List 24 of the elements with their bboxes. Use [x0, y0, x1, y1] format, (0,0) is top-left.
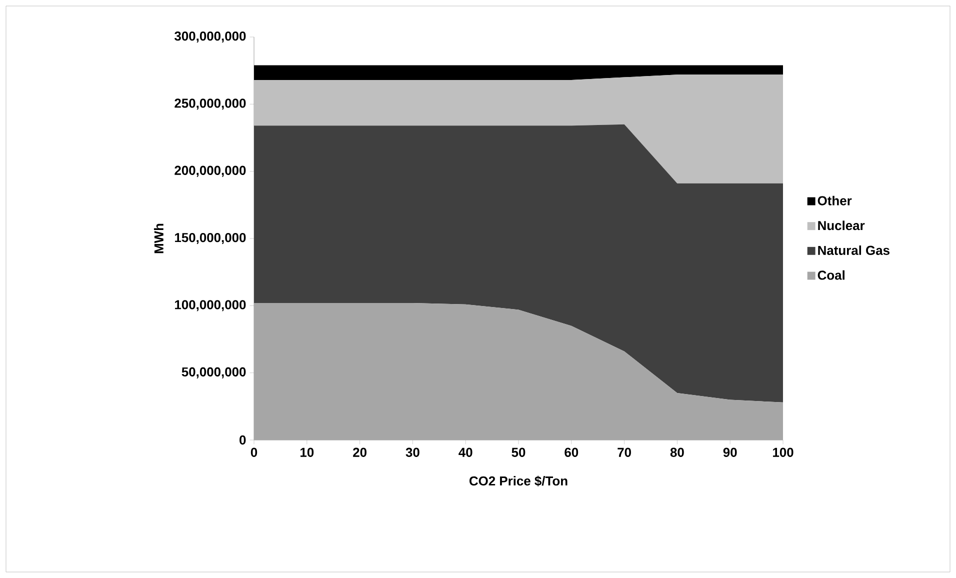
- x-tick-label: 0: [250, 448, 258, 457]
- x-tick-label: 50: [512, 448, 526, 457]
- legend-label: Coal: [818, 270, 844, 280]
- x-tick-label: 100: [773, 448, 794, 457]
- y-tick-label: 150,000,000: [175, 232, 246, 244]
- legend-label: Other: [818, 196, 852, 206]
- x-tick-label: 70: [618, 448, 631, 457]
- x-tick-label: 90: [723, 448, 737, 457]
- y-axis-title: MWh: [154, 224, 164, 254]
- x-tick-label: 40: [458, 448, 472, 457]
- y-tick-label: 200,000,000: [174, 166, 246, 177]
- x-tick-label: 60: [564, 448, 578, 457]
- x-tick-label: 80: [670, 448, 684, 457]
- x-tick-label: 10: [300, 448, 314, 457]
- legend-label: Natural Gas: [818, 245, 890, 255]
- y-tick-label: 300,000,000: [174, 31, 246, 43]
- y-tick-label: 100,000,000: [175, 300, 246, 312]
- y-tick-label: 50,000,000: [182, 367, 246, 378]
- x-tick-label: 20: [353, 448, 366, 457]
- legend-label: Nuclear: [818, 220, 865, 230]
- y-tick-label: 250,000,000: [174, 98, 246, 110]
- x-axis-title: CO2 Price $/Ton: [469, 476, 568, 486]
- x-tick-label: 30: [406, 448, 420, 457]
- y-tick-label: 0: [240, 435, 246, 445]
